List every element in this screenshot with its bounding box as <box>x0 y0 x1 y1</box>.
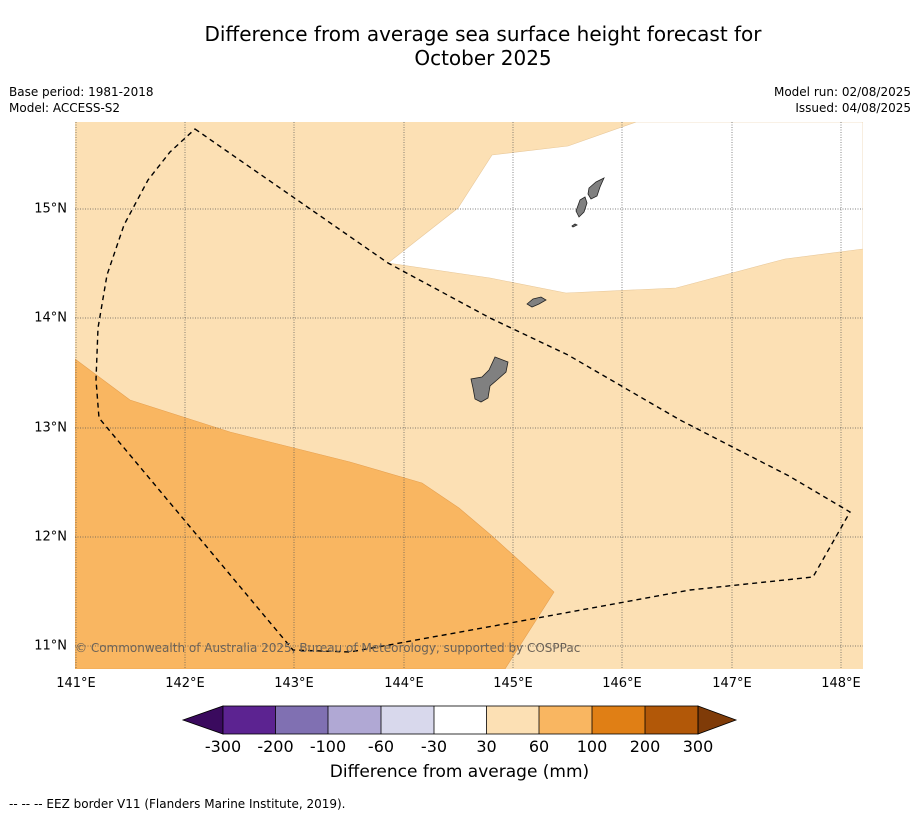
lat-label-14n: 14°N <box>34 310 67 326</box>
lon-label-144e: 144°E <box>384 676 424 691</box>
lat-label-11n: 11°N <box>34 638 67 654</box>
map-plot-area <box>75 122 863 669</box>
meta-left: Base period: 1981-2018 Model: ACCESS-S2 <box>9 84 154 116</box>
colorbar-label: 30 <box>476 737 497 756</box>
gridlines <box>75 122 863 669</box>
island-saipan <box>587 177 605 200</box>
colorbar-label: 200 <box>629 737 661 756</box>
colorbar-label: -200 <box>257 737 294 756</box>
issued-date: Issued: 04/08/2025 <box>795 101 911 115</box>
lat-label-12n: 12°N <box>34 529 67 545</box>
colorbar-bin-3 <box>328 706 381 734</box>
lon-label-143e: 143°E <box>274 676 314 691</box>
colorbar-extend-high <box>697 705 738 735</box>
chart-title: Difference from average sea surface heig… <box>0 22 919 70</box>
colorbar-title: Difference from average (mm) <box>329 762 590 782</box>
colorbar-label: 60 <box>528 737 550 756</box>
model-run: Model run: 02/08/2025 <box>773 85 911 99</box>
lat-label-15n: 15°N <box>34 201 67 217</box>
anomaly-region-neutral <box>387 122 863 294</box>
title-line-1: Difference from average sea surface heig… <box>204 22 762 46</box>
colorbar-bin-5 <box>434 706 487 734</box>
eez-legend-note: -- -- -- EEZ border V11 (Flanders Marine… <box>9 797 346 811</box>
colorbar-extend-low <box>181 705 224 735</box>
colorbar-label: -60 <box>367 737 395 756</box>
lat-label-13n: 13°N <box>34 420 67 436</box>
colorbar-bin-2 <box>275 706 328 734</box>
colorbar-bin-1 <box>223 706 276 734</box>
lon-label-141e: 141°E <box>56 676 96 691</box>
lon-label-147e: 147°E <box>712 676 752 691</box>
colorbar-bin-8 <box>592 706 645 734</box>
meta-right: Model run: 02/08/2025 Issued: 04/08/2025 <box>774 84 911 116</box>
colorbar-label: -30 <box>420 737 448 756</box>
copyright-notice: © Commonwealth of Australia 2025, Bureau… <box>75 641 581 655</box>
colorbar-label: -100 <box>309 737 347 756</box>
colorbar-bin-4 <box>381 706 434 734</box>
islands <box>470 177 605 403</box>
island-aguijan <box>571 223 578 228</box>
colorbar <box>181 705 738 735</box>
colorbar-bin-9 <box>645 706 698 734</box>
island-tinian <box>575 196 588 218</box>
lon-label-148e: 148°E <box>821 676 861 691</box>
colorbar-label: 100 <box>576 737 608 756</box>
colorbar-label: 300 <box>682 737 714 756</box>
lon-label-142e: 142°E <box>165 676 205 691</box>
lon-label-146e: 146°E <box>602 676 642 691</box>
colorbar-bin-6 <box>486 706 539 734</box>
base-period: Base period: 1981-2018 <box>9 85 154 99</box>
title-line-2: October 2025 <box>414 46 552 70</box>
colorbar-label: -300 <box>204 737 242 756</box>
island-guam <box>470 356 509 403</box>
colorbar-bin-7 <box>539 706 592 734</box>
anomaly-region-60-100 <box>75 358 555 669</box>
lon-label-145e: 145°E <box>493 676 533 691</box>
island-rota <box>526 296 547 308</box>
model-name: Model: ACCESS-S2 <box>9 101 121 115</box>
